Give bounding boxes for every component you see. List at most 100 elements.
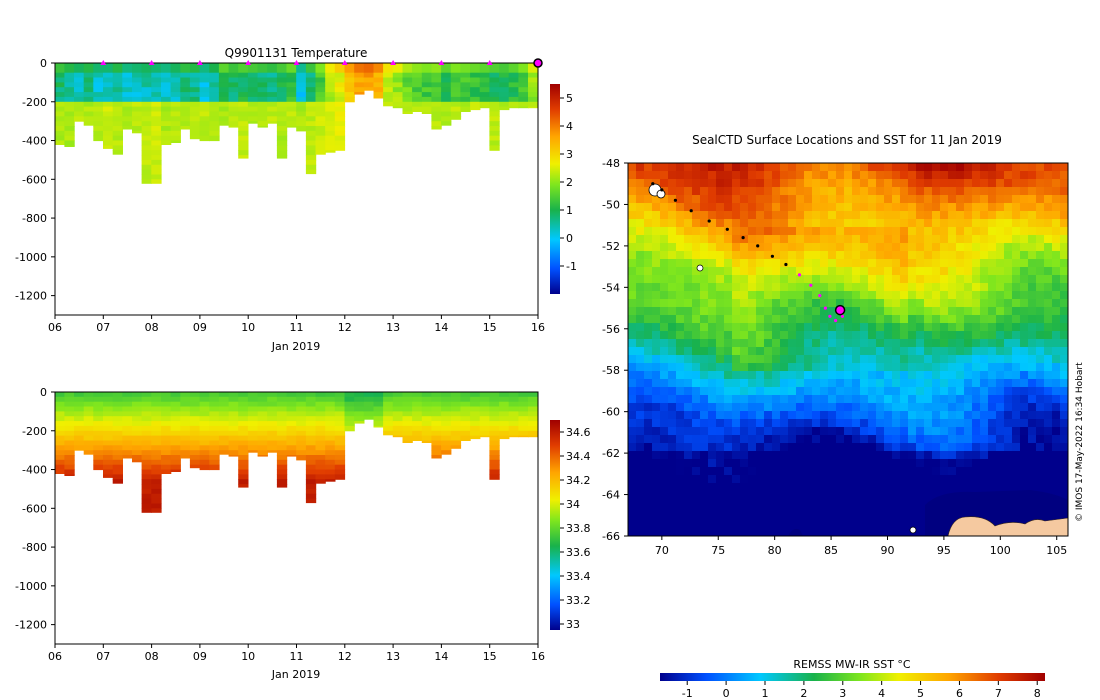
sst-cell <box>812 187 821 196</box>
sst-cell <box>860 475 869 484</box>
profile-cell <box>441 435 452 441</box>
sst-cell <box>964 347 973 356</box>
sst-cell <box>692 187 701 196</box>
sst-cell <box>756 347 765 356</box>
profile-cell <box>257 72 268 79</box>
sst-cell <box>1020 427 1029 436</box>
profile-cell <box>315 96 326 103</box>
profile-cell <box>489 392 500 398</box>
profile-cell <box>218 416 230 422</box>
sst-cell <box>692 235 701 244</box>
profile-cell <box>93 130 104 137</box>
profile-cell <box>325 425 336 432</box>
sst-cell <box>628 363 637 372</box>
sst-cell <box>636 435 645 444</box>
sst-cell <box>836 403 845 412</box>
profile-cell <box>325 464 336 471</box>
sst-cell <box>972 339 981 348</box>
sst-cell <box>916 187 925 196</box>
profile-cell <box>257 92 268 98</box>
profile-cell <box>450 430 462 437</box>
sst-cell <box>1028 203 1037 212</box>
sst-cell <box>916 531 925 536</box>
sst-cell <box>876 467 885 476</box>
profile-cell <box>218 106 230 112</box>
sst-cell <box>980 235 989 244</box>
profile-cell <box>132 406 143 412</box>
sst-cell <box>1044 195 1053 204</box>
profile-cell <box>132 445 143 451</box>
sst-cell <box>708 355 717 364</box>
sst-cell <box>708 491 717 500</box>
sst-cell <box>732 355 741 364</box>
profile-cell <box>363 416 375 420</box>
sst-cell <box>1020 411 1029 420</box>
profile-cell <box>392 106 404 109</box>
sst-cell <box>684 499 693 508</box>
sst-cell <box>1060 315 1068 324</box>
profile-cell <box>132 459 143 463</box>
profile-cell <box>373 416 384 422</box>
sst-cell <box>1020 467 1029 476</box>
profile-cell <box>247 421 259 427</box>
sst-cell <box>1004 339 1013 348</box>
profile-cell <box>64 469 75 475</box>
sst-cell <box>1028 363 1037 372</box>
sst-cell <box>668 451 677 460</box>
profile-cell <box>238 130 249 137</box>
profile-cell <box>209 101 220 108</box>
sst-cell <box>732 219 741 228</box>
profile-cell <box>286 101 297 108</box>
sst-cell <box>716 531 725 536</box>
profile-cell <box>431 111 442 117</box>
profile-cell <box>470 77 481 83</box>
sst-cell <box>964 363 973 372</box>
profile-cell <box>151 445 162 451</box>
sst-cell <box>1028 395 1037 404</box>
sst-cell <box>940 427 949 436</box>
profile-cell <box>402 435 413 441</box>
sst-cell <box>804 523 813 532</box>
sst-cell <box>652 315 661 324</box>
profile-cell <box>276 116 288 122</box>
sst-cell <box>780 411 789 420</box>
small-island-shelf <box>788 528 803 536</box>
profile-cell <box>161 67 172 74</box>
profile-cell <box>392 72 404 79</box>
x-tick-label: 14 <box>434 321 448 334</box>
profile-cell <box>55 421 65 427</box>
sst-cell <box>700 187 709 196</box>
sst-cell <box>828 235 837 244</box>
profile-cell <box>103 130 114 137</box>
sst-cell <box>908 435 917 444</box>
profile-cell <box>83 421 94 427</box>
sst-cell <box>820 507 829 516</box>
profile-cell <box>305 425 317 432</box>
sst-cell <box>884 355 893 364</box>
sst-cell <box>940 459 949 468</box>
profile-cell <box>55 63 65 69</box>
profile-cell <box>103 425 114 432</box>
sst-cell <box>812 451 821 460</box>
sst-cell <box>676 395 685 404</box>
sst-cell <box>764 315 773 324</box>
profile-cell <box>112 455 123 461</box>
sst-cell <box>956 195 965 204</box>
profile-cell <box>286 126 297 128</box>
sst-cell <box>756 331 765 340</box>
sst-cell <box>916 451 925 460</box>
sst-cell <box>892 179 901 188</box>
sst-cell <box>900 363 909 372</box>
sst-cell <box>932 419 941 428</box>
profile-cell <box>441 416 452 422</box>
sst-cell <box>820 483 829 492</box>
profile-cell <box>354 67 365 74</box>
profile-cell <box>141 150 152 156</box>
track-point <box>784 262 788 267</box>
sst-cell <box>700 475 709 484</box>
profile-cell <box>441 63 452 69</box>
profile-cell <box>74 63 85 69</box>
sst-cell <box>892 235 901 244</box>
sst-cell <box>708 251 717 260</box>
sst-cell <box>948 379 957 388</box>
